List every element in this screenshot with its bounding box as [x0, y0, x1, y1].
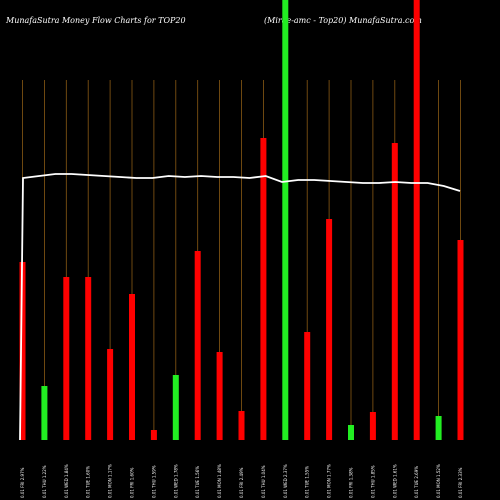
x-tick-label: 0.01 MON 1.52%: [436, 464, 441, 498]
bar: [194, 251, 201, 440]
bar: [304, 332, 311, 440]
chart-title-left: MunafaSutra Money Flow Charts for TOP20: [5, 16, 186, 25]
x-tick-label: 0.01 TUE 1.56%: [195, 466, 200, 498]
chart-title-right: (Mirae-amc - Top20) MunafaSutra.com: [264, 16, 422, 25]
bar: [107, 349, 114, 440]
money-flow-line: [19, 173, 461, 441]
bar-series: [19, 0, 464, 440]
bar: [413, 0, 420, 440]
x-tick-label: 0.01 FRI 2.33%: [458, 467, 463, 498]
x-tick-labels: 0.01 FRI 2.97% 0.01 THU 1.22% 0.01 WED 1.8…: [20, 464, 463, 498]
bar: [150, 430, 157, 440]
x-tick-label: 0.01 FRI 2.97%: [20, 467, 25, 498]
x-tick-label: 0.01 TUE 1.55%: [305, 466, 310, 498]
x-tick-label: 0.01 FRI 1.60%: [130, 467, 135, 498]
x-tick-label: 0.01 MON 1.17%: [108, 464, 113, 498]
x-tick-label: 0.01 THU 1.85%: [370, 465, 375, 498]
bar: [172, 375, 179, 440]
bar: [391, 143, 398, 440]
x-tick-label: 0.01 TUE 1.60%: [86, 466, 91, 498]
x-tick-label: 0.01 FRI 2.49%: [239, 467, 244, 498]
x-tick-label: 0.01 WED 2.37%: [283, 464, 288, 498]
x-tick-label: 0.01 WED 1.84%: [64, 464, 69, 498]
bar: [326, 219, 333, 440]
bar: [457, 240, 464, 440]
x-tick-label: 0.01 MON 1.48%: [217, 464, 222, 498]
bar: [369, 412, 376, 440]
bar: [216, 352, 223, 440]
x-tick-label: 0.01 WED 1.78%: [173, 464, 178, 498]
x-tick-label: 0.01 THU 1.59%: [151, 465, 156, 498]
x-tick-label: 0.01 TUE 2.69%: [414, 466, 419, 498]
x-tick-label: 0.01 THU 1.22%: [42, 465, 47, 498]
x-tick-label: 0.01 WED 1.61%: [392, 464, 397, 498]
bar: [282, 0, 289, 440]
bar: [41, 386, 48, 440]
bar: [19, 262, 26, 440]
x-tick-label: 0.01 THU 1.04%: [261, 465, 266, 498]
x-tick-label: 0.01 MON 1.77%: [327, 464, 332, 498]
bar: [260, 138, 267, 440]
bar: [129, 294, 135, 440]
bar: [435, 416, 442, 440]
bar: [348, 425, 354, 440]
bar: [238, 411, 245, 440]
bar: [85, 277, 92, 440]
bar: [63, 277, 70, 440]
x-tick-label: 0.01 FRI 1.38%: [349, 467, 354, 498]
